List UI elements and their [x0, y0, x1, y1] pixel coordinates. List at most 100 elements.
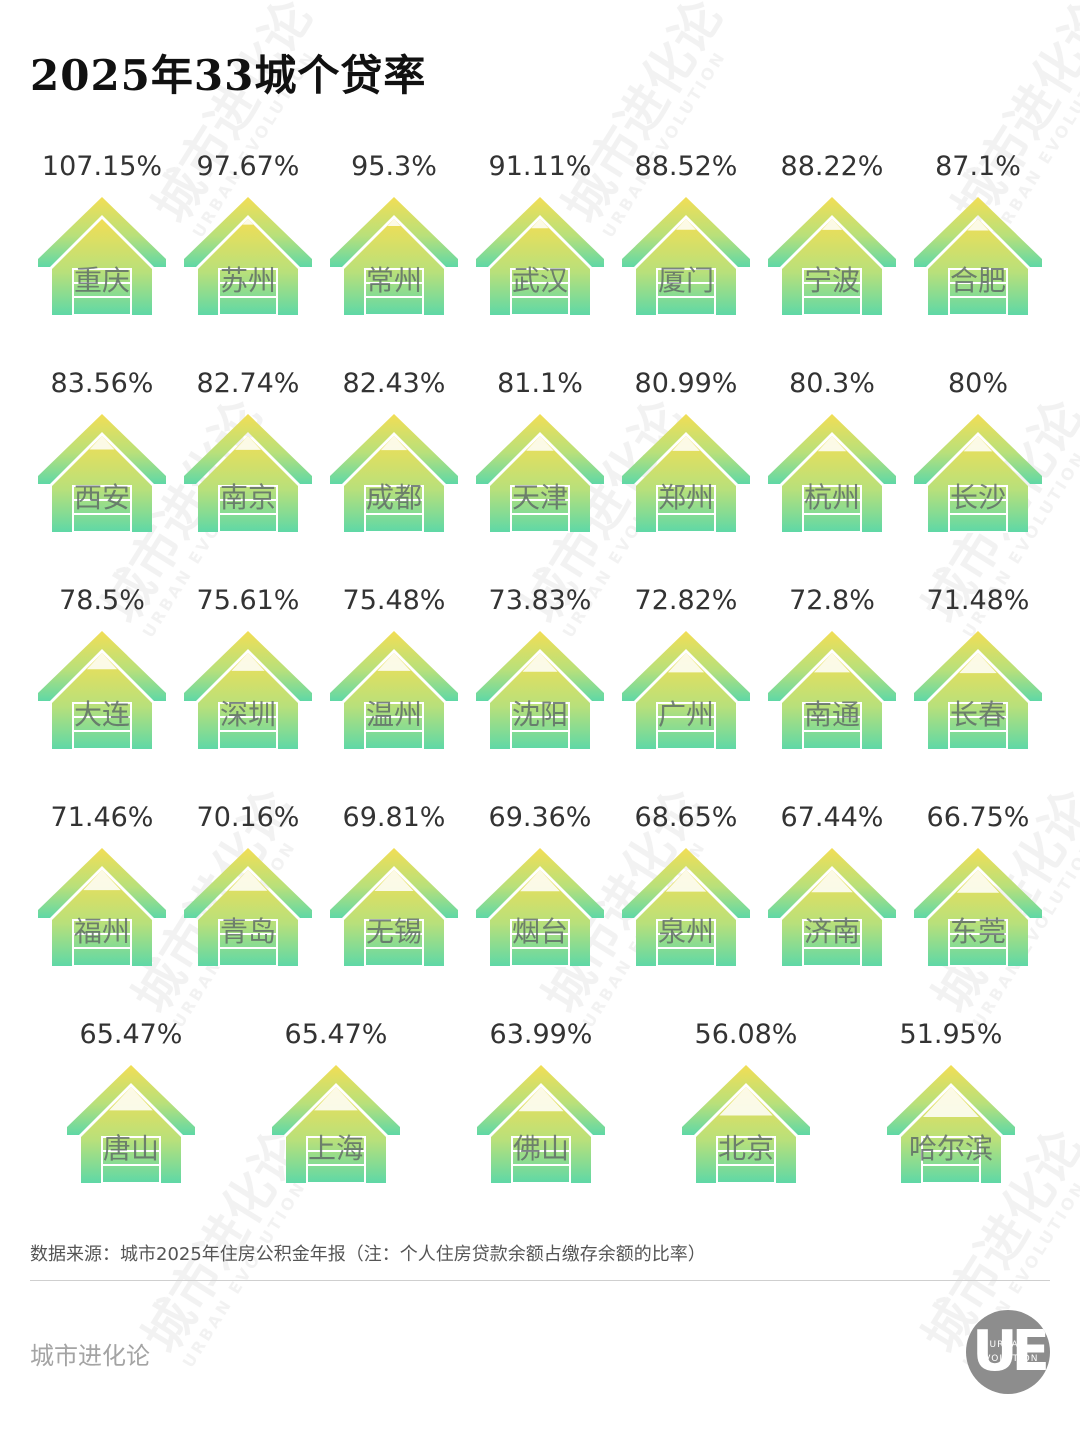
house-empty-cap [522, 653, 558, 672]
city-label: 广州 [658, 698, 714, 731]
house-body [928, 436, 1028, 532]
city-label: 宁波 [804, 264, 860, 297]
house-roof [887, 1065, 1015, 1135]
house-roof [330, 631, 458, 701]
house-roof [184, 414, 312, 484]
house-empty-cap [963, 436, 993, 452]
house-body [636, 219, 736, 315]
house-roof [272, 1065, 400, 1135]
house-roof [184, 197, 312, 267]
house-roof [38, 197, 166, 267]
house-empty-cap [665, 870, 707, 892]
city-label: 重庆 [74, 264, 130, 297]
page-title: 2025年33城个贷率 [30, 51, 427, 100]
city-label: 上海 [308, 1132, 364, 1165]
value-label: 67.44% [781, 802, 884, 833]
house-mark: 87.1% 合肥 [914, 151, 1042, 316]
value-label: 71.46% [51, 802, 154, 833]
city-label: 烟台 [512, 915, 568, 948]
house-door [510, 485, 570, 533]
house-door [948, 485, 1008, 533]
value-label: 80.3% [789, 368, 875, 399]
house-empty-cap [520, 870, 560, 892]
house-door [218, 702, 278, 750]
city-label: 苏州 [220, 264, 276, 297]
house-roof [768, 414, 896, 484]
house-door [72, 919, 132, 967]
city-label: 福州 [74, 915, 130, 948]
house-empty-cap [314, 1087, 358, 1111]
house-empty-cap [377, 653, 411, 671]
house-roof [914, 848, 1042, 918]
value-label: 73.83% [489, 585, 592, 616]
house-body [782, 870, 882, 966]
house-body [490, 219, 590, 315]
brand-logo: UE URBAN EVOLUTION [966, 1310, 1050, 1394]
house-roof [67, 1065, 195, 1135]
house-roof [330, 848, 458, 918]
city-label: 合肥 [950, 264, 1006, 297]
house-door [364, 702, 424, 750]
house-mark: 88.22% 宁波 [768, 151, 896, 316]
house-empty-cap [387, 219, 401, 226]
value-label: 75.48% [343, 585, 446, 616]
house-door [364, 268, 424, 316]
house-body [782, 219, 882, 315]
house-mark: 88.52% 厦门 [622, 151, 750, 316]
house-body [901, 1087, 1001, 1183]
value-label: 68.65% [635, 802, 738, 833]
house-roof [477, 1065, 605, 1135]
house-body [490, 436, 590, 532]
house-door [510, 268, 570, 316]
city-label: 常州 [366, 264, 422, 297]
house-mark: 83.56% 西安 [38, 368, 166, 533]
house-empty-cap [518, 1087, 564, 1112]
value-label: 69.81% [343, 802, 446, 833]
value-label: 88.52% [635, 151, 738, 182]
house-roof [330, 197, 458, 267]
house-body [696, 1087, 796, 1183]
city-label: 泉州 [658, 915, 714, 948]
house-empty-cap [959, 653, 997, 674]
value-label: 87.1% [935, 151, 1021, 182]
house-door [72, 702, 132, 750]
house-roof [330, 414, 458, 484]
house-empty-cap [956, 870, 1000, 893]
house-door [656, 268, 716, 316]
house-empty-cap [719, 1087, 773, 1116]
divider [30, 1280, 1050, 1281]
house-body [52, 653, 152, 749]
house-roof [914, 631, 1042, 701]
house-door [802, 268, 862, 316]
house-body [928, 219, 1028, 315]
house-body [782, 653, 882, 749]
house-mark: 107.15% 重庆 [38, 151, 166, 316]
house-door [802, 485, 862, 533]
house-empty-cap [109, 1087, 153, 1111]
house-body [636, 653, 736, 749]
house-door [218, 268, 278, 316]
house-door [510, 702, 570, 750]
house-mark: 72.82% 广州 [622, 585, 750, 750]
house-empty-cap [531, 219, 549, 229]
house-door [802, 702, 862, 750]
value-label: 81.1% [497, 368, 583, 399]
value-label: 95.3% [351, 151, 437, 182]
value-label: 70.16% [197, 802, 300, 833]
house-roof [768, 631, 896, 701]
house-mark: 71.46% 福州 [38, 802, 166, 967]
value-label: 78.5% [59, 585, 145, 616]
house-body [81, 1087, 181, 1183]
house-roof [622, 631, 750, 701]
value-label: 80.99% [635, 368, 738, 399]
house-mark: 80% 长沙 [914, 368, 1042, 533]
house-roof [38, 414, 166, 484]
house-door [510, 919, 570, 967]
house-pictograph-chart: 107.15% 重庆 97.67% 苏州 95.3% 常州 91.11% 武汉 88.52% 厦门… [38, 151, 1042, 1184]
house-empty-cap [228, 870, 268, 891]
value-label: 72.8% [789, 585, 875, 616]
house-roof [682, 1065, 810, 1135]
house-door [364, 919, 424, 967]
house-roof [622, 414, 750, 484]
house-body [286, 1087, 386, 1183]
